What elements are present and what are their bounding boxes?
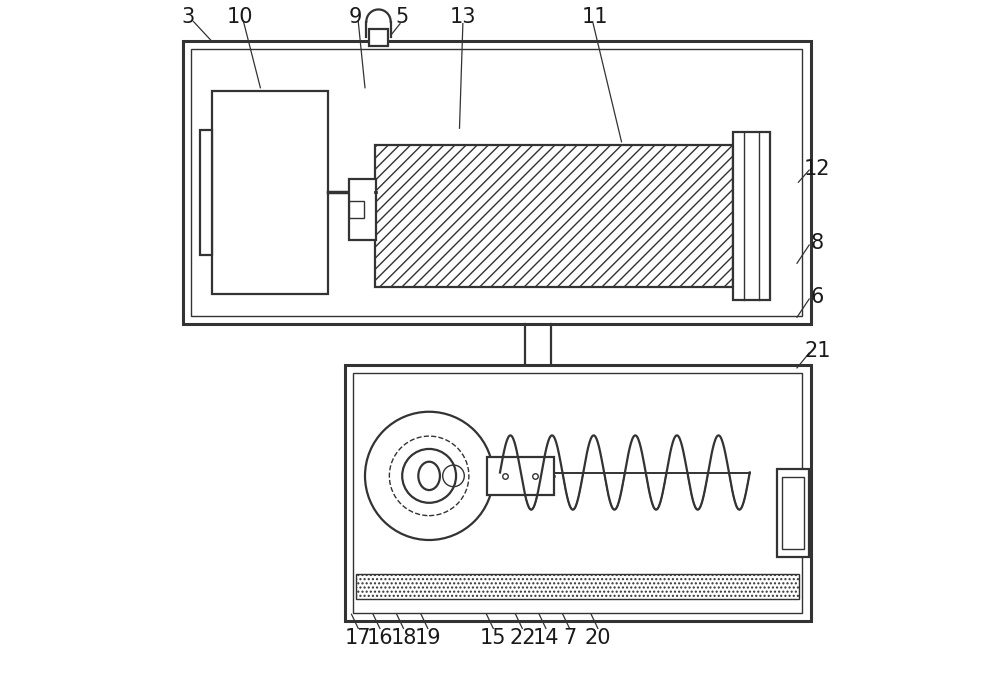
Text: 11: 11	[581, 7, 608, 27]
Text: 9: 9	[348, 7, 362, 27]
Text: 8: 8	[811, 233, 824, 253]
Bar	[191, 49, 802, 316]
Text: 15: 15	[480, 628, 507, 648]
Bar	[375, 145, 733, 287]
Text: 20: 20	[585, 628, 611, 648]
Bar	[349, 179, 376, 240]
Bar	[356, 574, 799, 599]
Bar	[345, 364, 810, 621]
Text: 5: 5	[396, 7, 409, 27]
Text: 6: 6	[811, 287, 824, 307]
Text: 19: 19	[414, 628, 441, 648]
Bar	[353, 373, 802, 613]
Text: 10: 10	[227, 7, 253, 27]
Text: 18: 18	[390, 628, 417, 648]
Text: 12: 12	[804, 159, 830, 179]
Text: 16: 16	[367, 628, 393, 648]
Text: 14: 14	[533, 628, 559, 648]
Bar	[369, 29, 388, 46]
Bar	[782, 477, 804, 549]
Bar	[349, 200, 364, 218]
Bar	[212, 91, 328, 294]
Bar	[375, 145, 733, 287]
Bar	[200, 130, 212, 255]
Text: 22: 22	[509, 628, 536, 648]
Text: 21: 21	[804, 341, 830, 361]
Text: 13: 13	[450, 7, 476, 27]
Bar	[777, 469, 809, 557]
Bar	[486, 457, 554, 495]
Text: 3: 3	[182, 7, 195, 27]
Bar	[183, 40, 810, 324]
Text: 7: 7	[563, 628, 576, 648]
Text: 17: 17	[345, 628, 372, 648]
Bar	[733, 132, 770, 300]
